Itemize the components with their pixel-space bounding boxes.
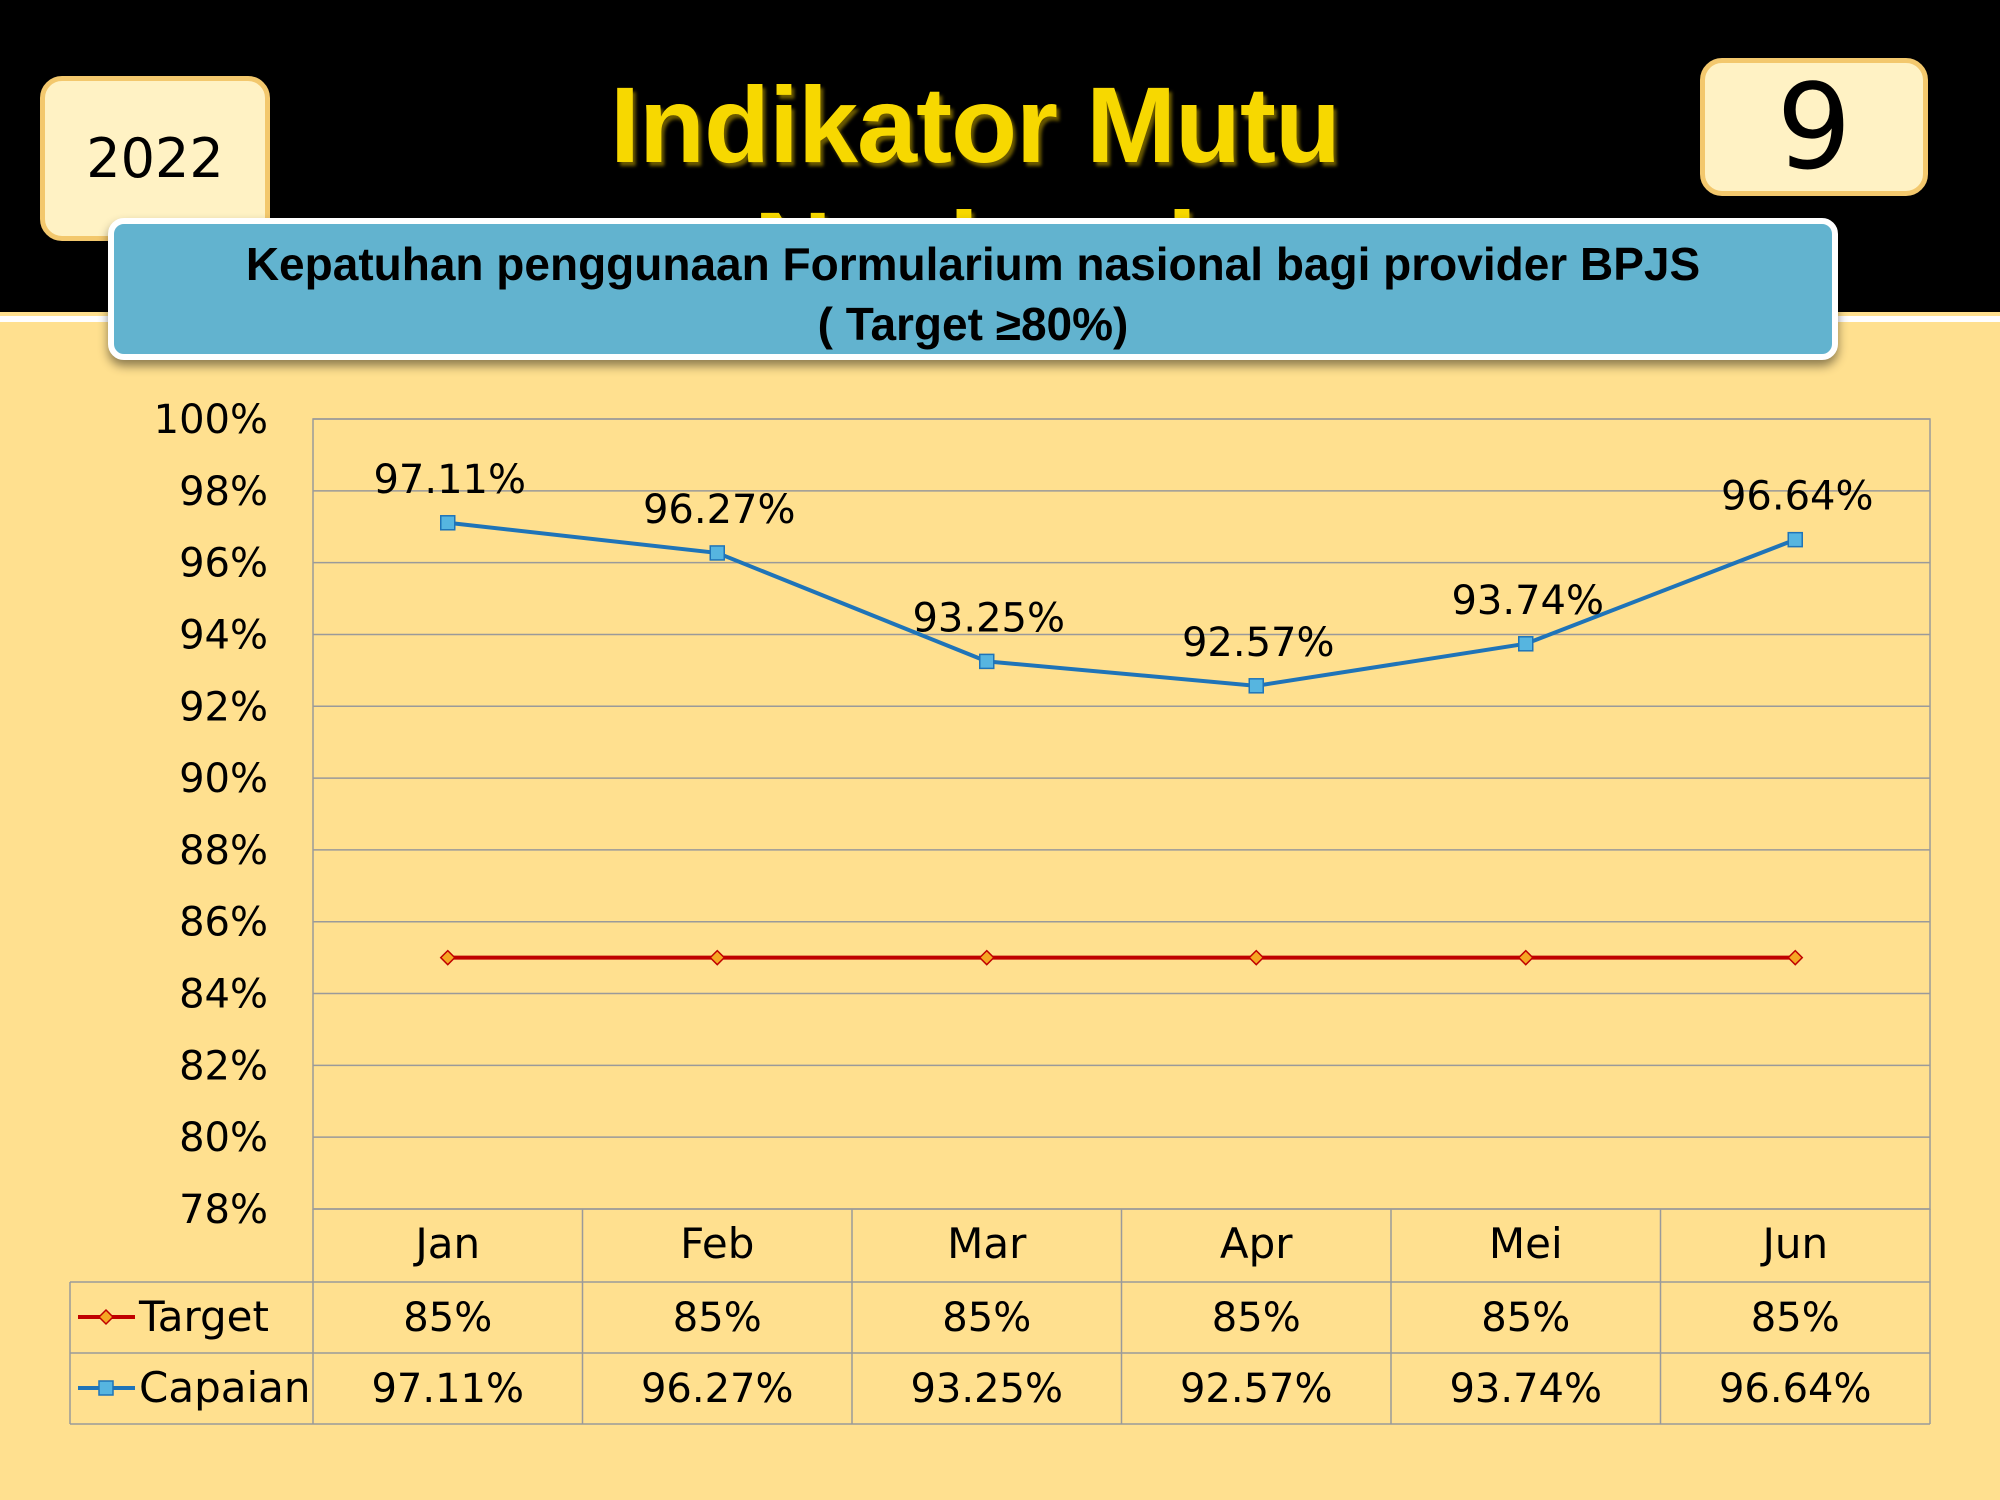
capaian-point xyxy=(1248,678,1264,694)
capaian-data-label: 93.74% xyxy=(1451,578,1604,624)
y-tick-label: 90% xyxy=(179,756,268,802)
capaian-data-label: 96.27% xyxy=(643,487,796,533)
y-tick-label: 94% xyxy=(179,612,268,658)
x-category-label: Feb xyxy=(680,1219,754,1268)
capaian-point xyxy=(440,515,456,531)
y-tick-label: 100% xyxy=(154,397,268,443)
capaian-table-cell: 93.25% xyxy=(910,1366,1063,1412)
target-table-cell: 85% xyxy=(1212,1295,1301,1341)
capaian-data-label: 97.11% xyxy=(373,457,526,503)
target-point xyxy=(978,949,995,966)
capaian-table-cell: 96.64% xyxy=(1719,1366,1872,1412)
capaian-table-cell: 97.11% xyxy=(371,1366,524,1412)
capaian-point xyxy=(1518,636,1534,652)
capaian-data-label: 96.64% xyxy=(1721,474,1874,520)
plot-area xyxy=(312,418,1931,1210)
target-legend-label: Target xyxy=(138,1292,269,1341)
target-point xyxy=(1787,949,1804,966)
capaian-legend-marker xyxy=(98,1380,114,1396)
y-tick-label: 78% xyxy=(179,1187,268,1233)
y-tick-label: 88% xyxy=(179,828,268,874)
capaian-point xyxy=(709,545,725,561)
chart-subtitle-line-1: Kepatuhan penggunaan Formularium nasiona… xyxy=(245,238,1701,290)
capaian-data-label: 92.57% xyxy=(1182,620,1335,666)
x-category-label: Mei xyxy=(1489,1219,1563,1268)
target-point xyxy=(1517,949,1534,966)
capaian-data-label: 93.25% xyxy=(912,595,1065,641)
y-tick-label: 80% xyxy=(179,1115,268,1161)
capaian-table-cell: 92.57% xyxy=(1180,1366,1333,1412)
target-table-cell: 85% xyxy=(1751,1295,1840,1341)
capaian-table-cell: 93.74% xyxy=(1449,1366,1602,1412)
x-category-label: Jan xyxy=(412,1219,480,1268)
y-tick-label: 82% xyxy=(179,1043,268,1089)
x-category-label: Mar xyxy=(947,1219,1027,1268)
target-table-cell: 85% xyxy=(673,1295,762,1341)
target-table-cell: 85% xyxy=(403,1295,492,1341)
chart-subtitle-line-2: ( Target ≥80%) xyxy=(817,298,1129,350)
target-point xyxy=(439,949,456,966)
y-tick-label: 96% xyxy=(179,541,268,587)
capaian-legend-label: Capaian xyxy=(139,1363,311,1412)
y-tick-label: 84% xyxy=(179,972,268,1018)
x-category-label: Apr xyxy=(1220,1219,1293,1268)
x-category-label: Jun xyxy=(1759,1219,1828,1268)
capaian-point xyxy=(1787,531,1803,548)
capaian-series-line xyxy=(447,520,1796,688)
year-badge: 2022 xyxy=(40,76,270,241)
y-tick-label: 98% xyxy=(179,469,268,515)
target-legend-marker xyxy=(97,1308,115,1326)
capaian-point xyxy=(979,653,995,670)
chart-subtitle-box: Kepatuhan penggunaan Formularium nasiona… xyxy=(108,218,1838,360)
y-tick-label: 86% xyxy=(179,900,268,946)
target-point xyxy=(709,949,726,966)
slide-number-badge: 9 xyxy=(1700,58,1928,196)
target-table-cell: 85% xyxy=(1481,1295,1570,1341)
target-point xyxy=(1248,949,1265,966)
target-table-cell: 85% xyxy=(942,1295,1031,1341)
y-tick-label: 92% xyxy=(179,684,268,730)
capaian-table-cell: 96.27% xyxy=(641,1366,794,1412)
